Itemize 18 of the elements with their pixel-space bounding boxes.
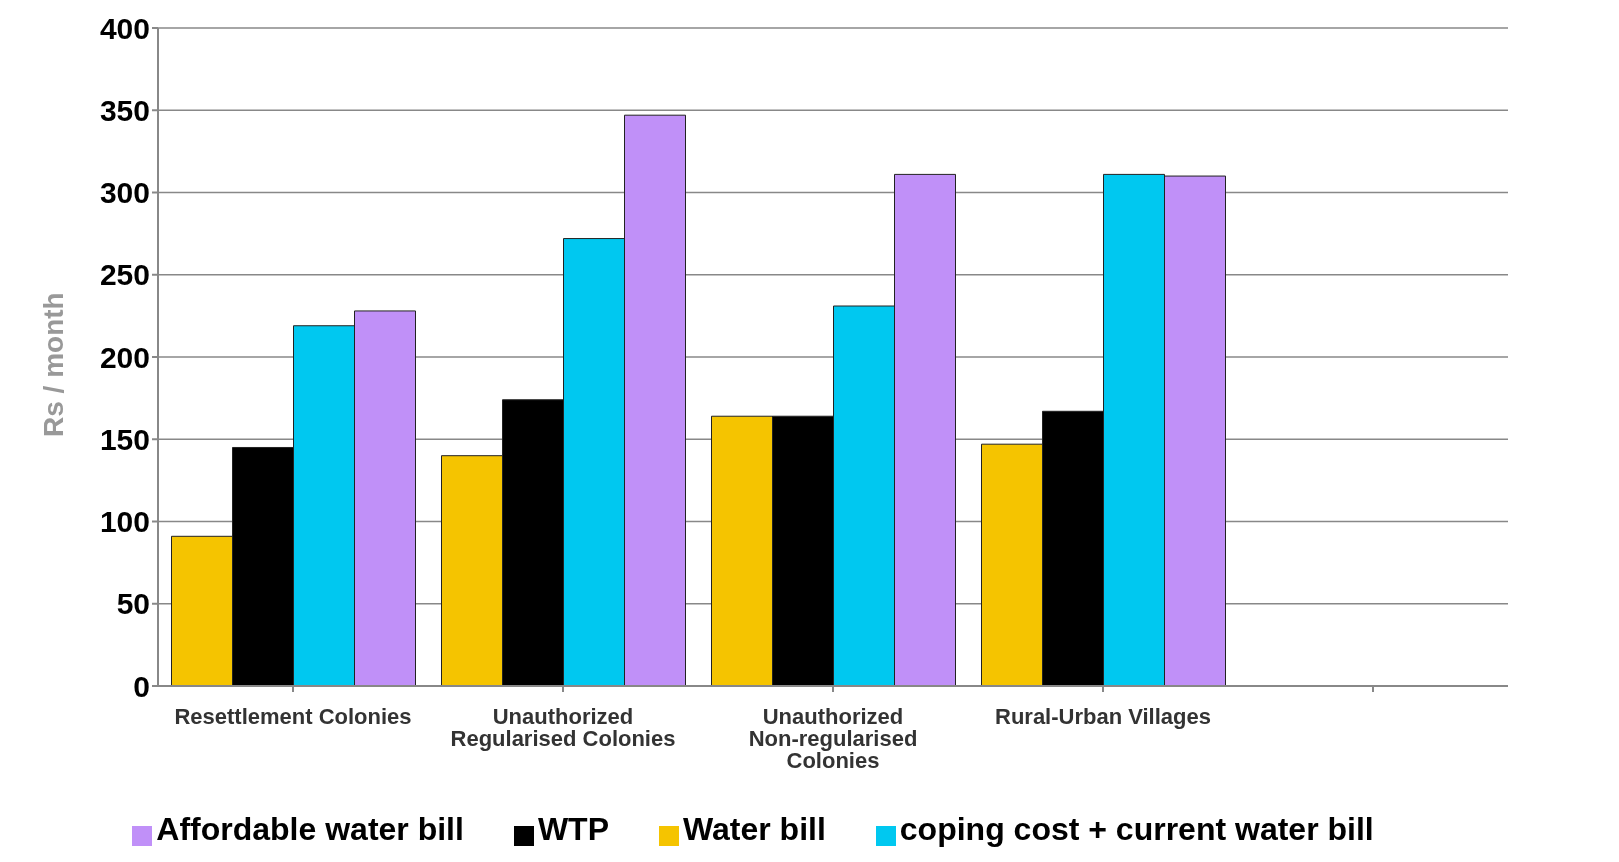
y-axis-title: Rs / month [37, 292, 69, 437]
legend-label: Water bill [682, 811, 826, 847]
legend-label: Affordable water bill [156, 811, 464, 847]
legend-label: coping cost + current water bill [899, 811, 1374, 847]
y-tick-label: 100 [99, 505, 150, 539]
y-tick-label: 400 [99, 11, 150, 45]
y-tick-label: 200 [99, 340, 150, 374]
x-tick-label: Resettlement Colonies [174, 703, 412, 729]
y-tick-label: 150 [99, 422, 150, 456]
x-tick-label: Rural-Urban Villages [995, 703, 1211, 729]
x-tick-label: Unauthorized Non-regularised Colonies [748, 703, 918, 773]
y-tick-label: 350 [99, 93, 150, 127]
y-tick-label: 0 [133, 669, 150, 703]
y-tick-label: 300 [99, 176, 150, 210]
y-tick-label: 50 [116, 587, 150, 621]
x-tick-label: Unauthorized Regularised Colonies [450, 703, 676, 751]
legend-label: WTP [537, 811, 609, 847]
y-tick-label: 250 [99, 258, 150, 292]
